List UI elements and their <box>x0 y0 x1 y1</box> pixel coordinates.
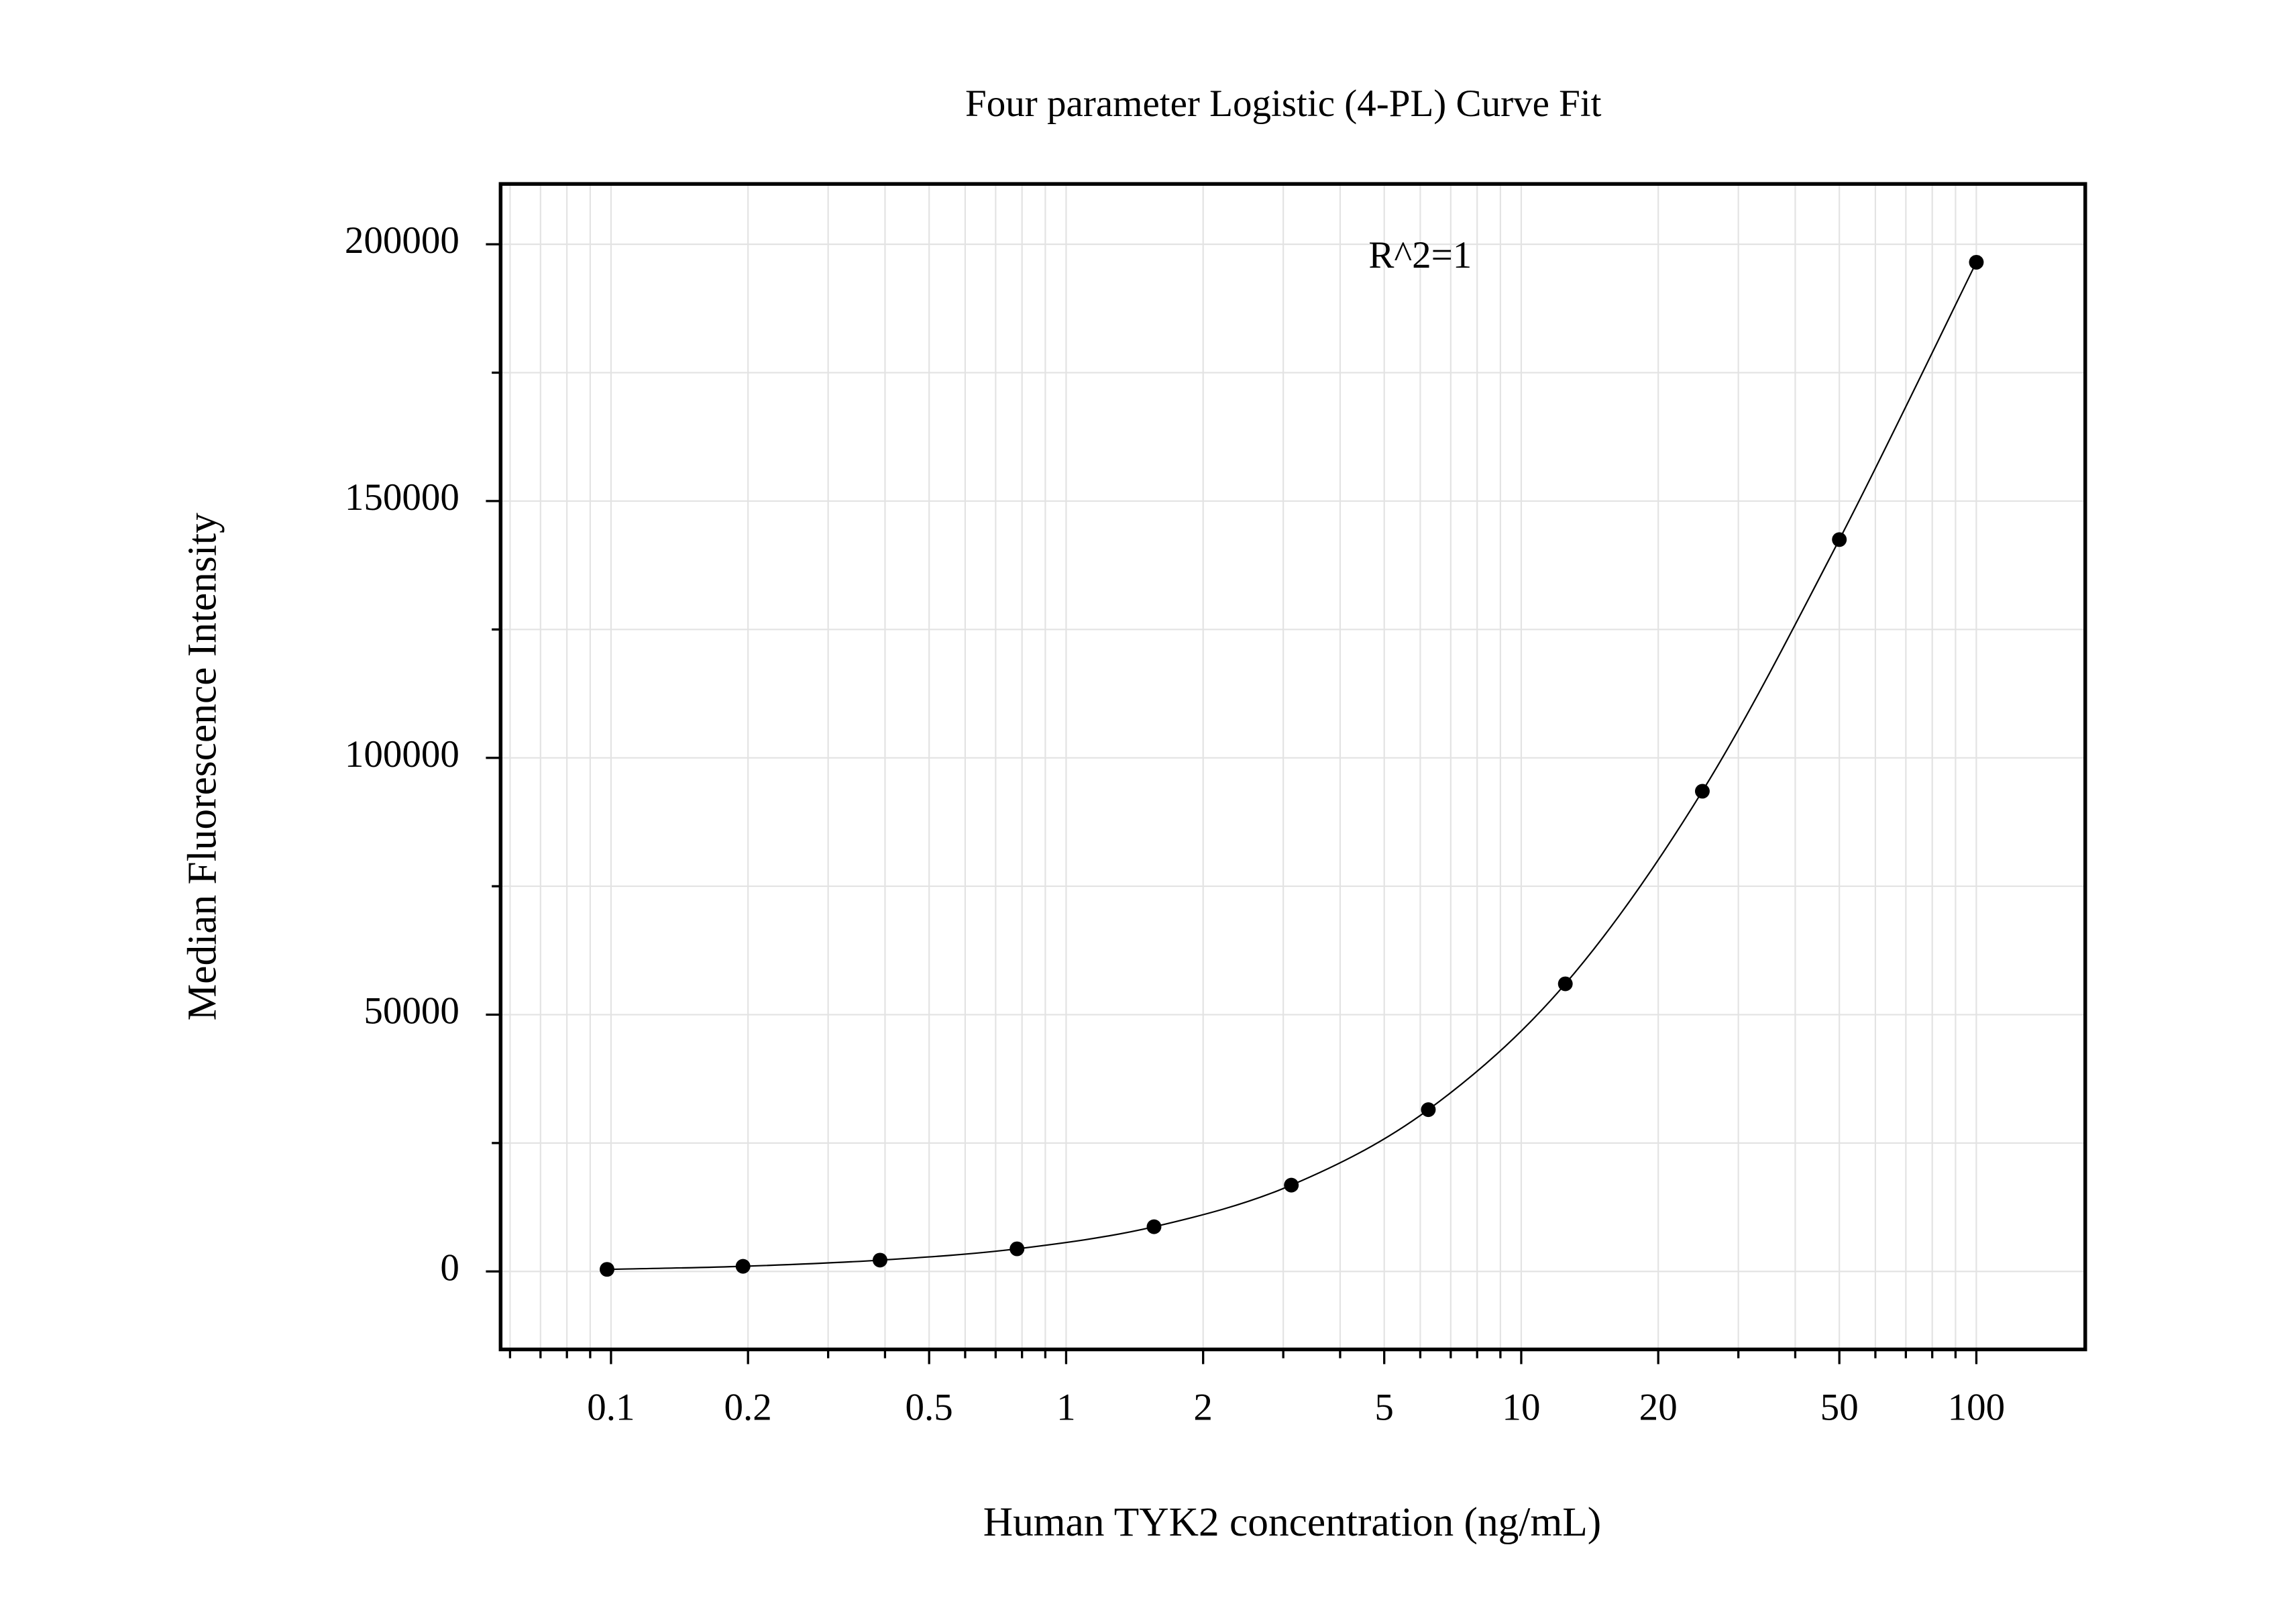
x-axis-label: Human TYK2 concentration (ng/mL) <box>983 1499 1601 1545</box>
fit-curve <box>606 262 1977 1271</box>
y-tick-label: 50000 <box>364 990 459 1032</box>
data-point <box>1557 976 1573 992</box>
x-tick-label: 100 <box>1948 1387 2006 1429</box>
data-point <box>873 1252 887 1268</box>
plot-frame <box>498 182 2087 1352</box>
data-point <box>600 1262 614 1277</box>
data-point <box>1421 1102 1436 1118</box>
x-tick-label: 0.1 <box>587 1387 635 1429</box>
x-tick-label: 20 <box>1639 1387 1678 1429</box>
x-tick-label: 50 <box>1820 1387 1859 1429</box>
data-point <box>1969 254 1984 270</box>
y-tick-label: 100000 <box>345 733 459 776</box>
chart-title: Four parameter Logistic (4-PL) Curve Fit <box>965 83 1602 125</box>
annotation: R^2=1 <box>1368 234 1472 276</box>
data-point <box>735 1259 751 1274</box>
y-tick-label: 0 <box>440 1246 459 1289</box>
data-point <box>1284 1177 1299 1193</box>
data-point <box>1694 784 1710 799</box>
x-tick-label: 10 <box>1502 1387 1540 1429</box>
data-point <box>1009 1241 1025 1257</box>
x-tick-label: 0.2 <box>724 1387 772 1429</box>
x-tick-label: 5 <box>1374 1387 1394 1429</box>
x-tick-label: 1 <box>1056 1387 1076 1429</box>
data-point <box>1146 1219 1162 1234</box>
x-tick-label: 2 <box>1193 1387 1213 1429</box>
data-point <box>1832 532 1847 547</box>
grid <box>500 184 2085 1350</box>
y-tick-label: 150000 <box>345 476 459 519</box>
y-tick-label: 200000 <box>345 219 459 262</box>
y-axis-label: Median Fluorescence Intensity <box>180 513 225 1020</box>
x-tick-label: 0.5 <box>906 1387 953 1429</box>
